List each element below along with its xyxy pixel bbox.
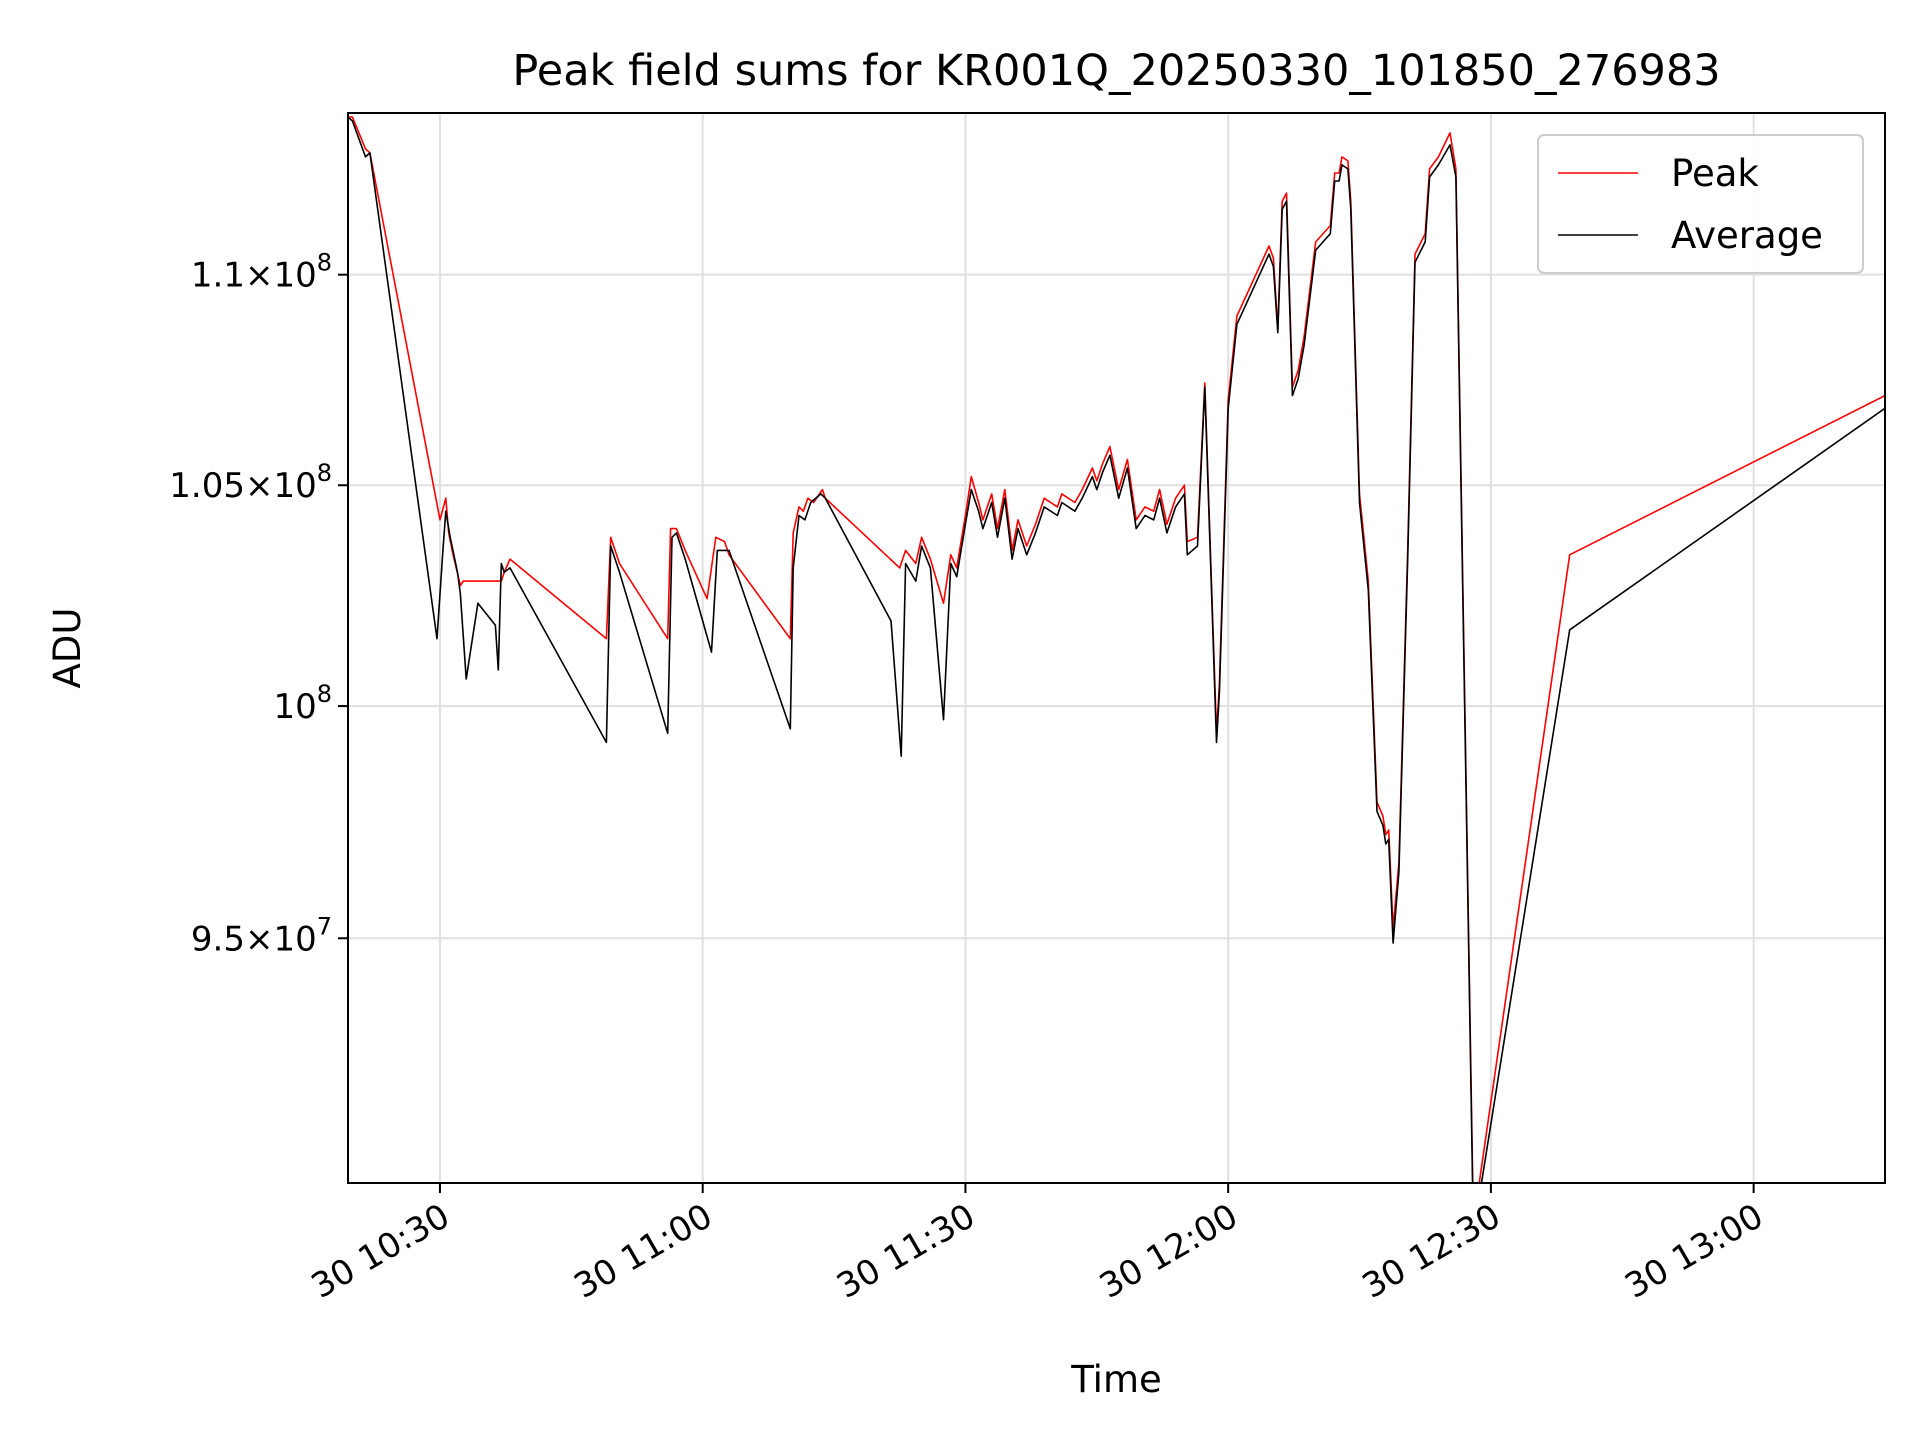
y-tick-label: 1.05×108 bbox=[169, 459, 332, 506]
legend-box bbox=[1537, 134, 1864, 274]
chart-title: Peak field sums for KR001Q_20250330_1018… bbox=[512, 46, 1720, 96]
series-layer bbox=[348, 116, 1885, 1183]
y-tick-label: 1.1×108 bbox=[191, 249, 332, 296]
plot-frame bbox=[347, 112, 1886, 1184]
y-axis-label: ADU bbox=[46, 608, 89, 689]
series-line-average bbox=[348, 116, 1885, 1183]
grid bbox=[348, 113, 1885, 1183]
legend-label-peak: Peak bbox=[1671, 152, 1759, 195]
y-axis: 9.5×107 108 1.05×108 1.1×108 bbox=[169, 249, 348, 959]
legend-label-average: Average bbox=[1671, 214, 1823, 257]
legend: Peak Average bbox=[1537, 134, 1864, 274]
x-axis-label: Time bbox=[1070, 1358, 1162, 1401]
y-tick-label: 108 bbox=[273, 680, 332, 727]
y-tick-label: 9.5×107 bbox=[191, 912, 332, 959]
